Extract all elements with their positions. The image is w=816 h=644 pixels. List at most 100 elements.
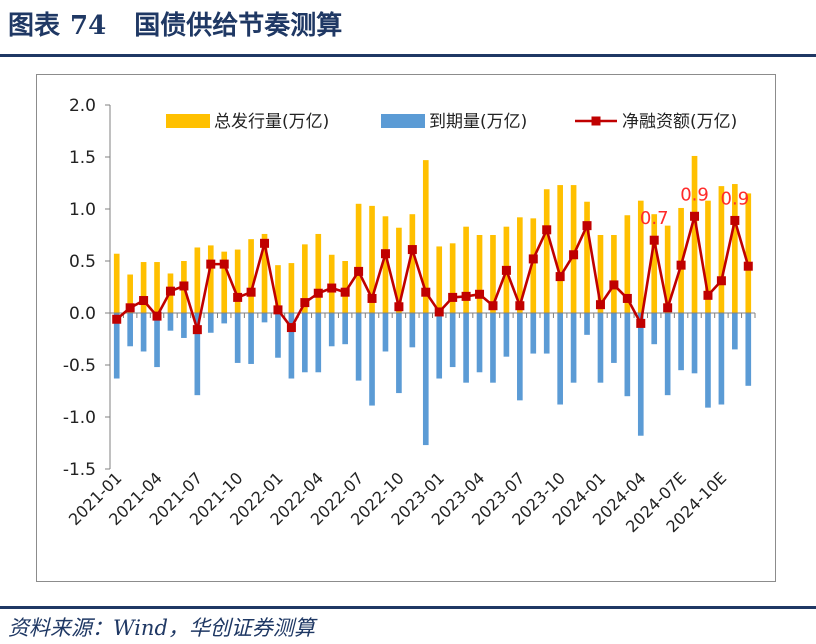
net-financing-point: [595, 300, 605, 310]
net-financing-point: [112, 314, 122, 324]
maturity-bar: [476, 313, 483, 373]
net-financing-point: [690, 211, 700, 221]
issuance-bar: [194, 247, 201, 313]
y-tick-label: -1.5: [63, 460, 96, 480]
net-financing-point: [407, 245, 417, 255]
maturity-bar: [637, 313, 644, 436]
figure-label: 图表: [8, 11, 61, 41]
issuance-bar: [422, 160, 429, 313]
net-financing-point: [434, 307, 444, 317]
maturity-bar: [678, 313, 684, 371]
legend-swatch-issuance: [166, 114, 210, 128]
maturity-bar: [624, 313, 631, 397]
issuance-bar: [557, 185, 563, 313]
issuance-bar: [234, 249, 241, 313]
maturity-bar: [207, 313, 214, 333]
net-financing-point: [475, 289, 485, 299]
maturity-bar: [584, 313, 590, 335]
y-tick-label: -1.0: [63, 408, 96, 428]
net-financing-point: [219, 259, 229, 269]
issuance-bar: [597, 235, 604, 313]
maturity-bar: [261, 313, 268, 323]
maturity-bar: [570, 313, 577, 383]
y-tick-label: 0.5: [69, 252, 96, 272]
maturity-bar: [369, 313, 375, 406]
maturity-bar: [234, 313, 241, 363]
net-financing-point: [206, 259, 216, 269]
net-financing-point: [340, 287, 350, 297]
issuance-bar: [530, 218, 537, 313]
issuance-bar: [261, 233, 268, 313]
issuance-bar: [705, 200, 711, 313]
maturity-bar: [127, 313, 133, 347]
issuance-bar: [611, 235, 617, 313]
issuance-bar: [369, 205, 375, 313]
maturity-bar: [732, 313, 738, 350]
issuance-bar: [355, 203, 362, 313]
maturity-bar: [342, 313, 348, 345]
issuance-bar: [342, 261, 348, 313]
net-financing-point: [542, 225, 552, 235]
issuance-bar: [127, 274, 133, 313]
maturity-bar: [463, 313, 469, 383]
net-financing-point: [649, 235, 659, 245]
net-financing-point: [501, 265, 511, 275]
maturity-bar: [275, 313, 281, 358]
top-rule: [0, 54, 816, 57]
maturity-bar: [597, 313, 604, 383]
maturity-bar: [355, 313, 362, 381]
net-financing-point: [528, 254, 538, 264]
net-financing-point: [663, 303, 673, 313]
maturity-bar: [557, 313, 563, 405]
issuance-bar: [718, 186, 725, 313]
issuance-bar: [691, 155, 698, 313]
net-financing-annotation: 0.7: [640, 208, 669, 229]
issuance-bar: [463, 226, 469, 313]
net-financing-point: [421, 287, 431, 297]
net-financing-point: [246, 287, 256, 297]
y-tick-label: -0.5: [63, 356, 96, 376]
maturity-bar: [154, 313, 160, 368]
maturity-bar: [248, 313, 254, 364]
issuance-bar: [140, 262, 147, 313]
net-financing-point: [179, 281, 189, 291]
net-financing-point: [286, 323, 296, 333]
net-financing-point: [394, 302, 404, 312]
net-financing-point: [622, 293, 632, 303]
maturity-bar: [611, 313, 617, 363]
net-financing-annotation: 0.9: [721, 188, 750, 209]
maturity-bar: [449, 313, 456, 368]
maturity-bar: [664, 313, 671, 396]
issuance-bar: [543, 189, 550, 313]
maturity-bar: [409, 313, 416, 348]
issuance-bar: [637, 200, 644, 313]
issuance-bar: [490, 235, 496, 313]
maturity-bar: [651, 313, 658, 345]
maturity-bar: [718, 313, 725, 405]
net-financing-point: [636, 318, 646, 328]
maturity-bar: [382, 313, 389, 352]
legend-label-maturity: 到期量(万亿): [429, 112, 527, 132]
net-financing-point: [716, 276, 726, 286]
maturity-bar: [167, 313, 174, 331]
issuance-bar: [315, 233, 322, 313]
figure-source: 资料来源：Wind，华创证券测算: [8, 616, 315, 640]
issuance-bar: [207, 245, 214, 313]
net-financing-point: [730, 215, 740, 225]
maturity-bar: [396, 313, 402, 394]
y-tick-label: 1.5: [69, 148, 96, 168]
net-financing-point: [380, 249, 390, 259]
maturity-bar: [194, 313, 201, 396]
net-financing-point: [488, 301, 498, 311]
net-financing-point: [260, 238, 270, 248]
chart-frame: [36, 74, 776, 582]
issuance-bar: [664, 225, 671, 313]
maturity-bar: [530, 313, 537, 354]
net-financing-point: [743, 261, 753, 271]
bottom-rule: [0, 606, 816, 609]
maturity-bar: [302, 313, 308, 373]
issuance-bar: [288, 263, 295, 313]
figure-title: 国债供给节奏测算: [134, 11, 343, 41]
issuance-bar: [476, 235, 483, 313]
